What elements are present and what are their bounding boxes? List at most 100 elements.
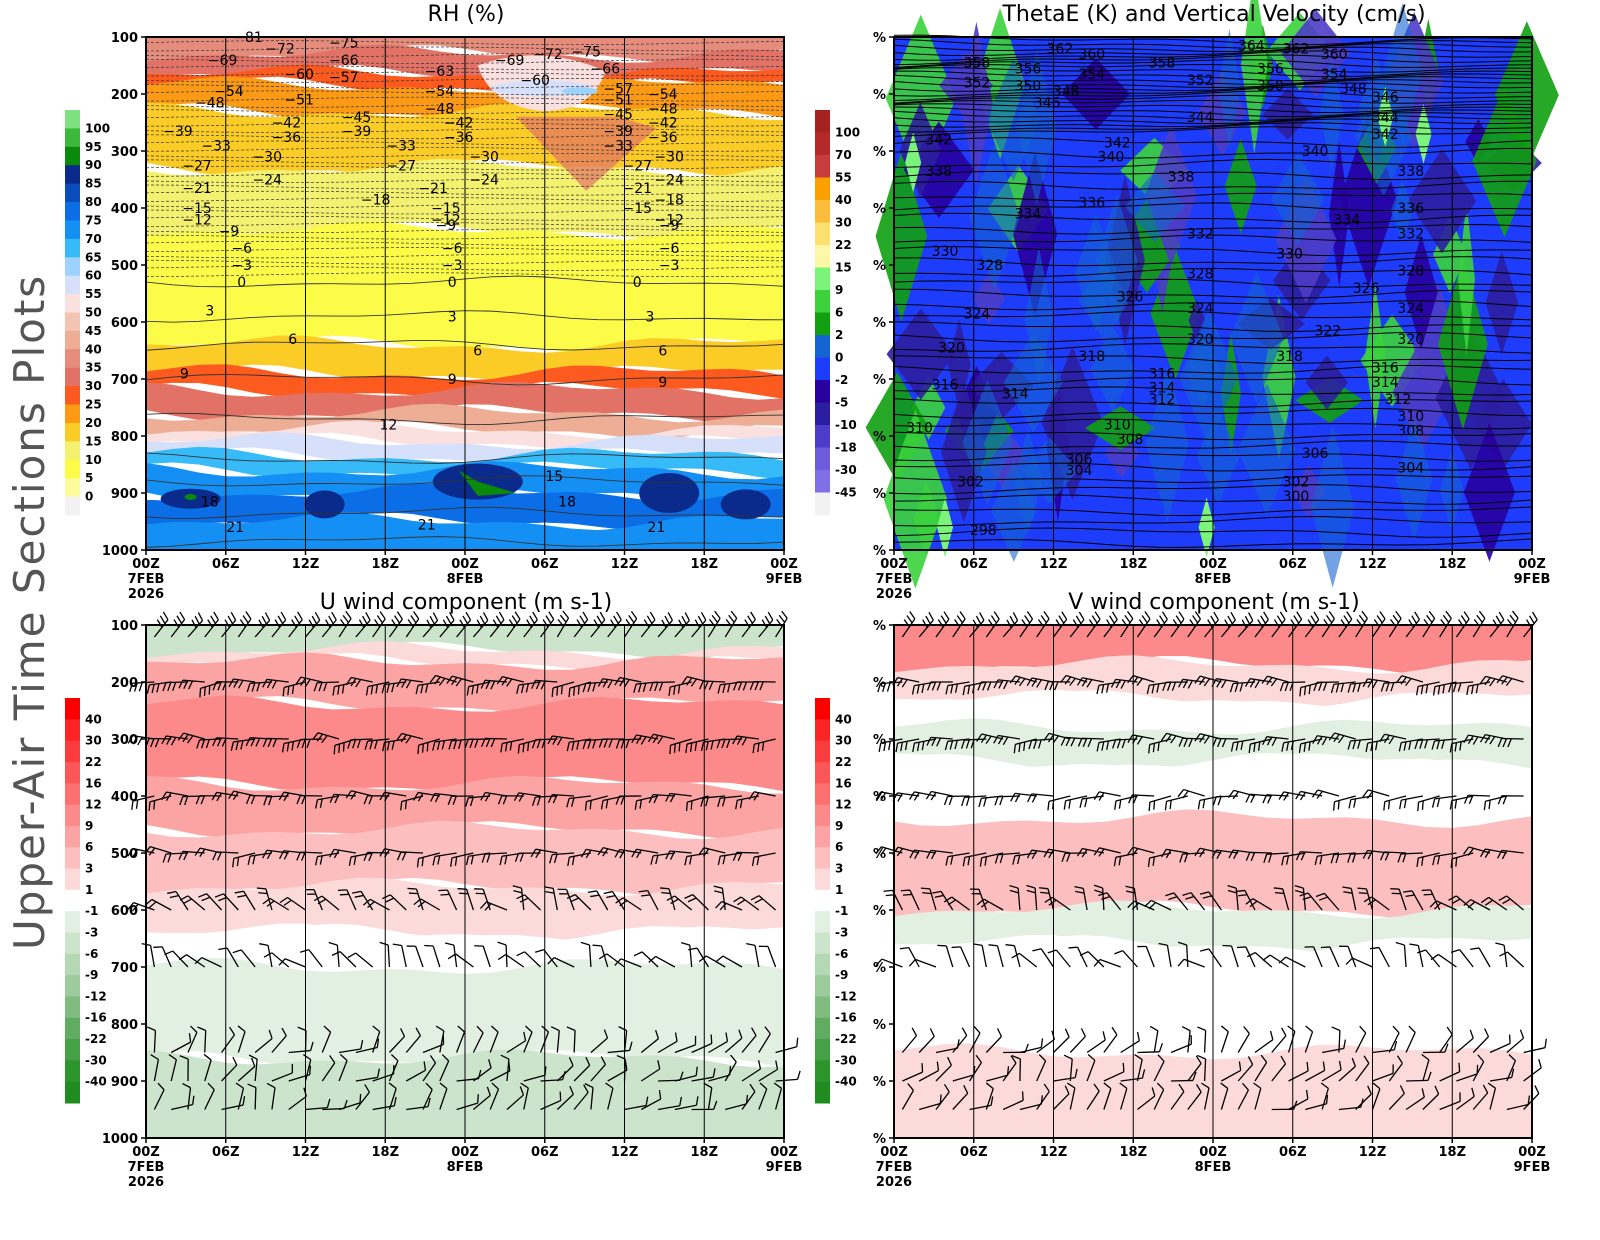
uwind-x-tick-label: 7FEB xyxy=(128,1160,165,1175)
vwind-colorbar-swatch xyxy=(815,932,830,954)
rh-colorbar-swatch xyxy=(65,423,80,442)
vwind-colorbar-label: 16 xyxy=(835,776,852,790)
uwind-wind-barb-barb xyxy=(698,616,702,624)
thetae-y-tick-label: % xyxy=(873,31,886,46)
vwind-colorbar-swatch xyxy=(815,698,830,720)
uwind-wind-barb-barb xyxy=(691,801,692,810)
rh-colorbar-swatch xyxy=(65,331,80,350)
rh-x-tick-label: 18Z xyxy=(371,557,399,572)
thetae-colorbar-label: 55 xyxy=(835,171,852,185)
thetae-contour-label: 324 xyxy=(1187,301,1214,317)
vwind-colorbar-swatch xyxy=(815,783,830,805)
uwind-wind-barb-barb xyxy=(530,616,535,624)
vwind-colorbar-label: -30 xyxy=(835,1053,857,1067)
uwind-wind-barb xyxy=(485,738,507,739)
rh-contour-label: 9 xyxy=(448,372,457,388)
uwind-colorbar-swatch xyxy=(65,1082,80,1104)
rh-contour-label: 18 xyxy=(201,495,219,511)
vwind-y-tick-label: % xyxy=(873,790,886,805)
rh-contour-label: −6 xyxy=(442,241,463,257)
vwind-wind-barb-barb xyxy=(1422,801,1423,810)
uwind-x-tick-label: 00Z xyxy=(451,1145,479,1160)
rh-contour-label: −72 xyxy=(265,41,295,57)
uwind-wind-barb-barb xyxy=(629,615,634,622)
uwind-wind-barb-barb xyxy=(312,616,316,624)
uwind-wind-barb-barb xyxy=(512,616,517,624)
vwind-x-tick-label: 12Z xyxy=(1359,1145,1387,1160)
thetae-y-tick-label: % xyxy=(873,487,886,502)
vwind-wind-barb-barb xyxy=(922,893,931,894)
thetae-contour-label: 304 xyxy=(1397,460,1424,476)
vwind-wind-barb-barb xyxy=(1321,947,1330,948)
vwind-colorbar-swatch xyxy=(815,805,830,827)
rh-colorbar-swatch xyxy=(65,460,80,479)
vwind-colorbar-label: -16 xyxy=(835,1011,857,1025)
rh-title: RH (%) xyxy=(146,2,786,27)
uwind-wind-barb-barb xyxy=(546,616,551,624)
thetae-contour-label: 360 xyxy=(1078,47,1105,63)
vwind-wind-barb-barb xyxy=(957,615,962,622)
vwind-wind-barb-barb xyxy=(1176,616,1181,624)
vwind-wind-barb-barb xyxy=(1359,615,1364,622)
uwind-colorbar-swatch xyxy=(65,996,80,1018)
uwind-wind-barb xyxy=(267,738,289,739)
thetae-colorbar-label: 22 xyxy=(835,238,852,252)
rh-contour-label: −30 xyxy=(252,150,282,166)
uwind-wind-barb-barb xyxy=(278,616,283,624)
uwind-wind-barb-barb xyxy=(552,688,553,697)
uwind-wind-barb-barb xyxy=(557,687,558,696)
vwind-wind-barb-barb xyxy=(1393,615,1398,622)
thetae-contour-label: 302 xyxy=(957,475,984,491)
vwind-wind-barb-barb xyxy=(991,616,996,624)
vwind-plot: 40302216129631-1-3-6-9-12-16-22-30-40%%%… xyxy=(810,588,1600,1236)
uwind-colorbar-label: -12 xyxy=(85,989,107,1003)
vwind-colorbar-swatch xyxy=(815,741,830,763)
thetae-contour-label: 334 xyxy=(1015,207,1042,223)
thetae-contour-label: 342 xyxy=(1372,127,1399,143)
vwind-colorbar-label: -1 xyxy=(835,904,848,918)
vwind-colorbar-label: -6 xyxy=(835,947,848,961)
uwind-x-tick-label: 2026 xyxy=(128,1175,164,1190)
uwind-colorbar-label: 12 xyxy=(85,798,102,812)
rh-contour-label: −9 xyxy=(436,218,457,234)
vwind-y-tick-label: % xyxy=(873,619,886,634)
thetae-contour-label: 334 xyxy=(1334,212,1361,228)
uwind-wind-barb-barb xyxy=(228,616,232,624)
thetae-contour-label: 338 xyxy=(925,164,952,180)
vwind-colorbar-label: -12 xyxy=(835,989,857,1003)
vwind-wind-barb xyxy=(1283,682,1305,683)
thetae-contour-label: 328 xyxy=(976,258,1003,274)
rh-contour-label: −48 xyxy=(195,96,225,112)
vwind-colorbar-swatch xyxy=(815,996,830,1018)
uwind-y-tick-label: 700 xyxy=(111,961,138,976)
uwind-wind-barb-barb xyxy=(343,743,344,752)
rh-contour-label: 3 xyxy=(646,309,655,325)
thetae-colorbar-swatch xyxy=(815,313,830,336)
vwind-x-tick-label: 06Z xyxy=(960,1145,988,1160)
thetae-x-tick-label: 9FEB xyxy=(1514,572,1551,587)
vwind-wind-barb-barb xyxy=(1223,946,1232,947)
rh-colorbar-label: 80 xyxy=(85,195,102,209)
rh-dry-core xyxy=(562,87,598,95)
thetae-x-tick-label: 18Z xyxy=(1438,557,1466,572)
uwind-wind-barb-barb xyxy=(562,685,563,694)
vwind-colorbar-label: 9 xyxy=(835,819,843,833)
rh-contour-label: −3 xyxy=(442,258,463,274)
uwind-colorbar-swatch xyxy=(65,954,80,976)
uwind-colorbar-label: 40 xyxy=(85,712,102,726)
thetae-contour-label: 306 xyxy=(1302,446,1329,462)
rh-colorbar-swatch xyxy=(65,386,80,405)
thetae-x-tick-label: 12Z xyxy=(1040,557,1068,572)
uwind-colorbar-swatch xyxy=(65,783,80,805)
thetae-y-tick-label: % xyxy=(873,316,886,331)
uwind-colorbar-swatch xyxy=(65,911,80,933)
thetae-contour-label: 344 xyxy=(1372,110,1399,126)
uwind-y-tick-label: 900 xyxy=(111,1075,138,1090)
uwind-wind-barb-barb xyxy=(711,1034,712,1043)
rh-contour-label: −6 xyxy=(659,241,680,257)
uwind-wind-barb-barb xyxy=(578,685,579,694)
thetae-contour-label: 362 xyxy=(1283,41,1310,57)
vwind-wind-barb-barb xyxy=(1545,1039,1546,1048)
uwind-colorbar-label: 30 xyxy=(85,734,102,748)
